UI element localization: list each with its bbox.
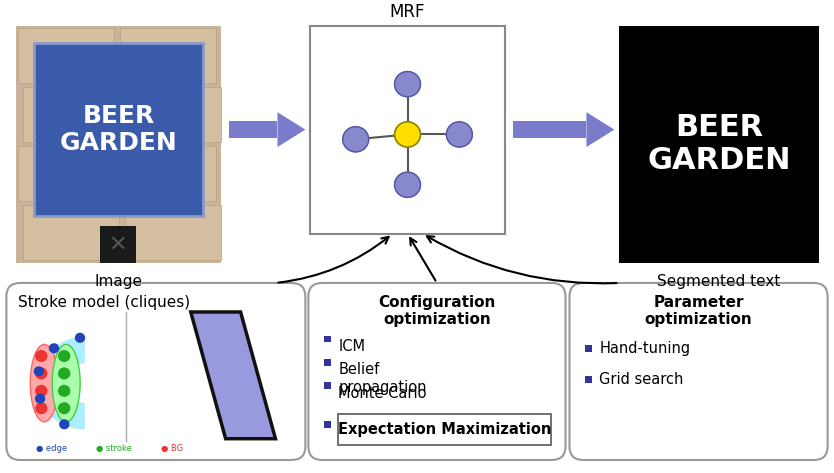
Bar	[100, 226, 136, 263]
Text: ● BG: ● BG	[161, 444, 183, 453]
Text: Image: Image	[94, 274, 143, 289]
Bar	[513, 121, 586, 138]
Circle shape	[58, 368, 70, 379]
Bar	[229, 121, 278, 138]
Circle shape	[394, 172, 420, 197]
Bar	[125, 205, 221, 260]
Text: MRF: MRF	[389, 3, 425, 21]
Bar	[120, 146, 216, 201]
Text: BEER
GARDEN: BEER GARDEN	[59, 104, 178, 155]
Bar	[18, 146, 114, 201]
Text: Belief
propagation: Belief propagation	[339, 362, 427, 394]
Text: Stroke model (cliques): Stroke model (cliques)	[18, 295, 190, 309]
Wedge shape	[38, 338, 84, 429]
Bar	[324, 359, 331, 366]
Bar	[34, 43, 203, 216]
Bar	[23, 87, 119, 142]
Bar	[120, 27, 216, 83]
Polygon shape	[191, 312, 275, 439]
Circle shape	[76, 333, 84, 342]
Circle shape	[343, 127, 369, 152]
Circle shape	[58, 403, 70, 413]
Circle shape	[394, 122, 420, 147]
Circle shape	[394, 71, 420, 96]
Bar	[125, 87, 221, 142]
Circle shape	[36, 403, 47, 413]
Polygon shape	[278, 112, 305, 147]
Bar	[18, 27, 114, 83]
Circle shape	[36, 368, 47, 379]
Ellipse shape	[30, 344, 58, 422]
Text: BEER
GARDEN: BEER GARDEN	[647, 113, 791, 175]
Circle shape	[36, 350, 47, 361]
Bar	[324, 382, 331, 389]
Polygon shape	[586, 112, 615, 147]
Circle shape	[49, 344, 58, 352]
Circle shape	[58, 385, 70, 396]
Text: Hand-tuning: Hand-tuning	[600, 341, 691, 356]
Bar	[310, 26, 505, 234]
Ellipse shape	[53, 344, 80, 422]
Circle shape	[60, 420, 68, 429]
Text: Expectation Maximization: Expectation Maximization	[338, 421, 551, 437]
Bar	[620, 26, 819, 263]
Circle shape	[36, 394, 44, 403]
Text: ● stroke: ● stroke	[96, 444, 132, 453]
Bar	[324, 336, 331, 342]
Text: Configuration
optimization: Configuration optimization	[379, 295, 495, 327]
Bar	[17, 26, 221, 263]
Bar	[585, 345, 592, 352]
FancyBboxPatch shape	[570, 283, 827, 460]
Text: ICM: ICM	[339, 339, 365, 354]
Circle shape	[58, 350, 70, 361]
Circle shape	[446, 122, 472, 147]
Bar	[324, 421, 331, 428]
Text: Grid search: Grid search	[600, 372, 684, 387]
Text: ● edge: ● edge	[36, 444, 68, 453]
Bar	[339, 413, 550, 445]
Text: Segmented text: Segmented text	[657, 274, 781, 289]
Text: ✕: ✕	[108, 234, 128, 254]
FancyBboxPatch shape	[7, 283, 305, 460]
Circle shape	[36, 385, 47, 396]
Circle shape	[34, 367, 43, 376]
Text: Monte Carlo: Monte Carlo	[339, 385, 427, 401]
Text: Parameter
optimization: Parameter optimization	[645, 295, 752, 327]
FancyBboxPatch shape	[309, 283, 565, 460]
Bar	[585, 377, 592, 383]
Bar	[23, 205, 119, 260]
